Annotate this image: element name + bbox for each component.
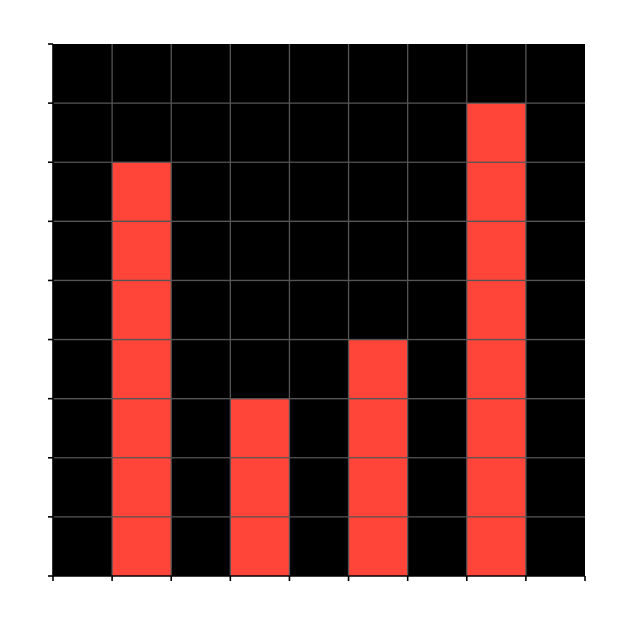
x-axis (52, 575, 586, 581)
bar-2 (230, 398, 290, 576)
y-axis (48, 43, 54, 577)
bar-1 (112, 162, 172, 576)
gridlines (53, 44, 585, 576)
